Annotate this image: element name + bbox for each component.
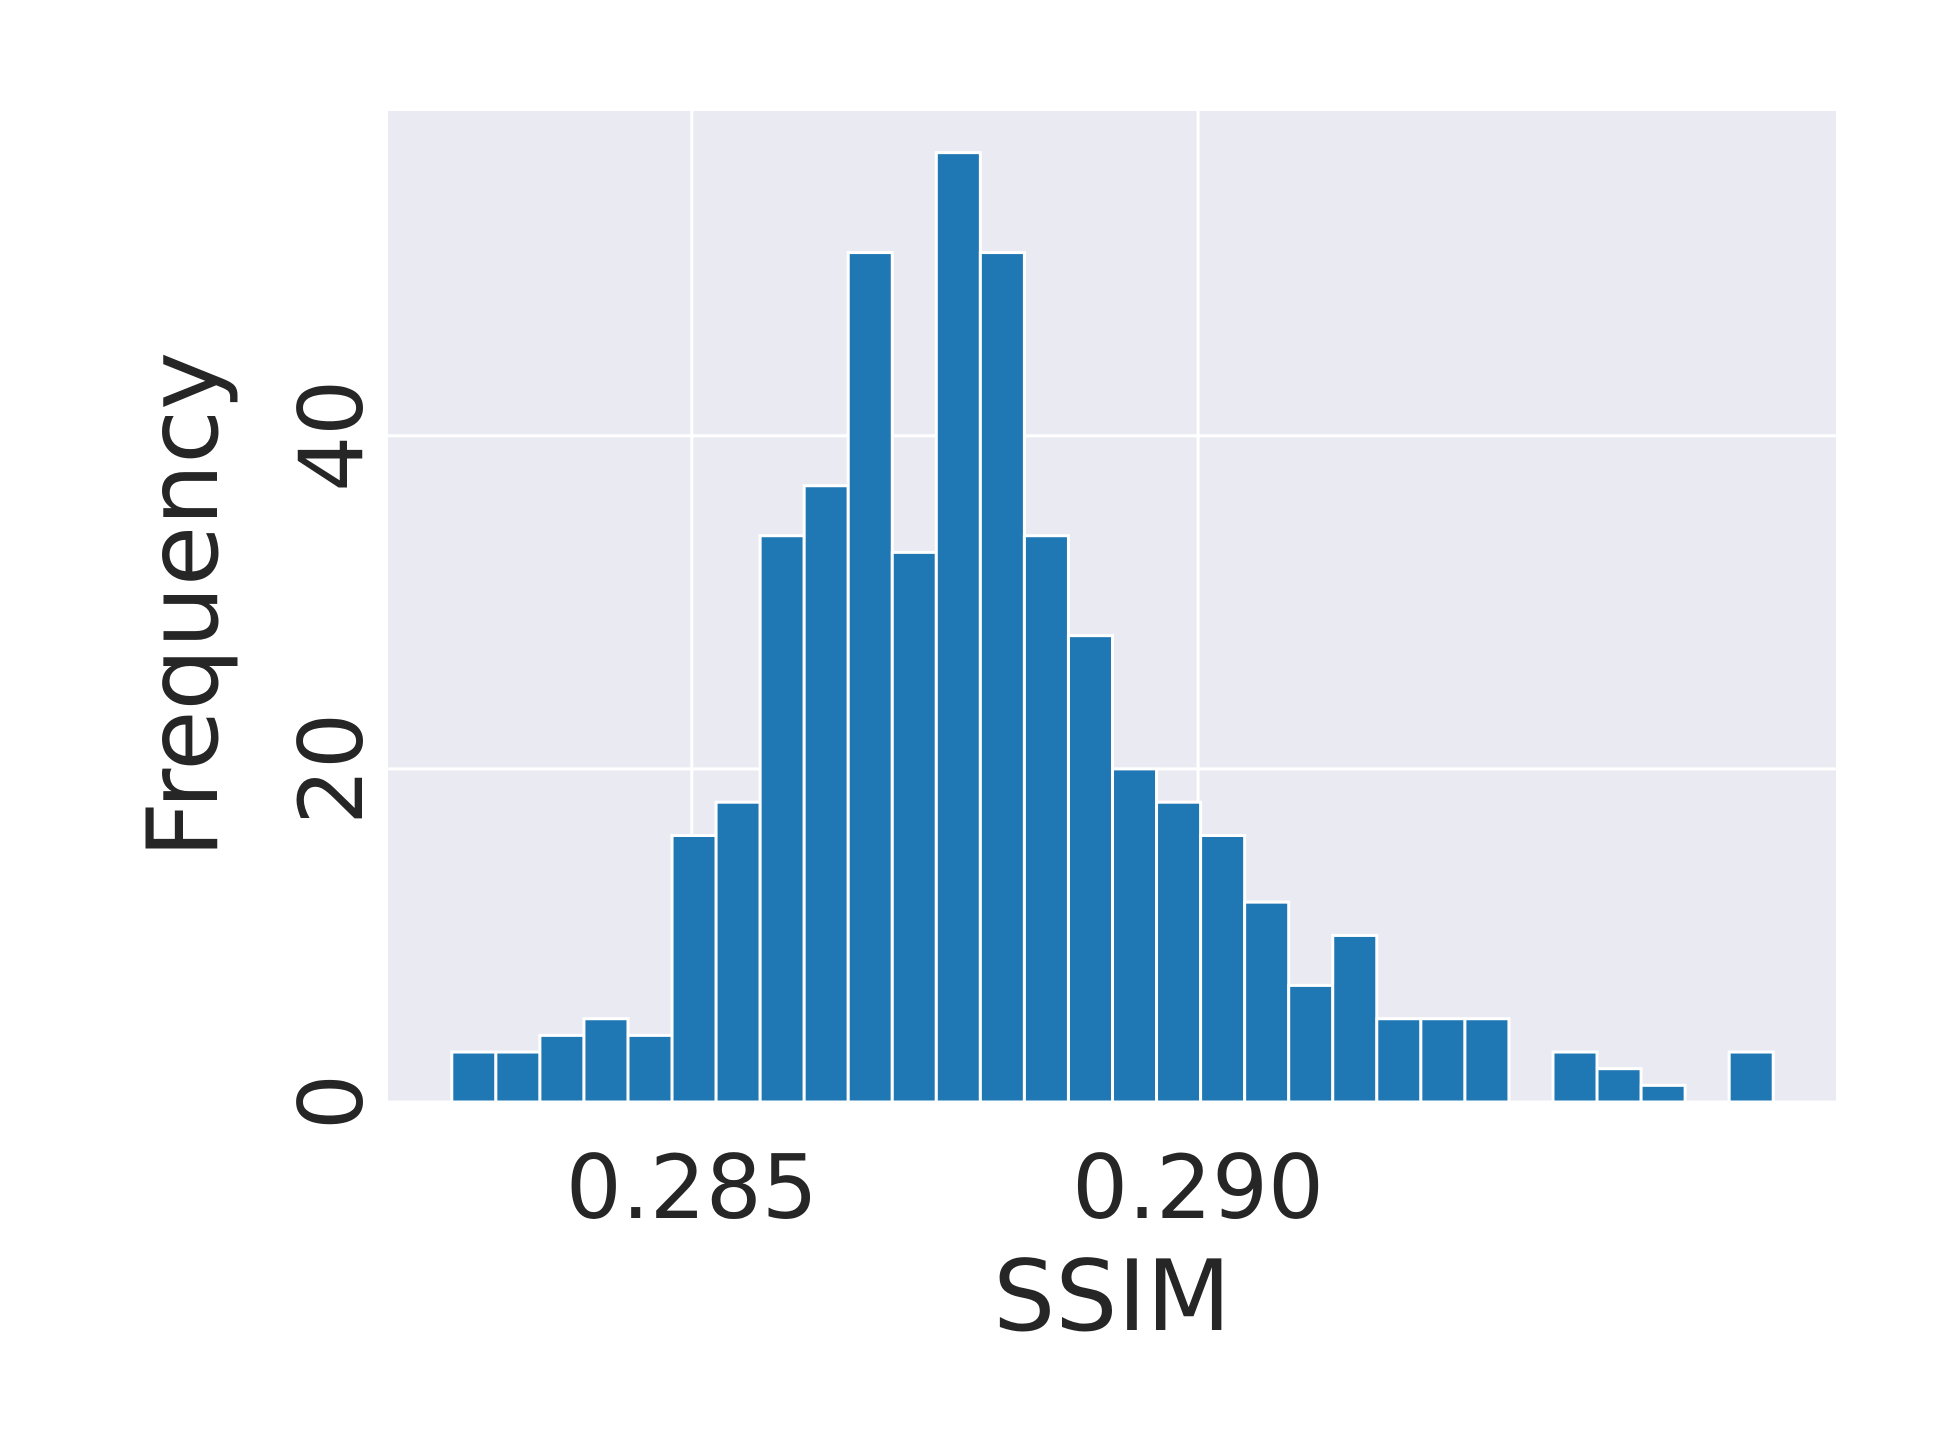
histogram-bar <box>670 834 718 1104</box>
histogram-bar <box>1155 800 1203 1104</box>
histogram-bar <box>1287 983 1335 1104</box>
y-axis-title: Frequency <box>127 352 241 858</box>
histogram-bar <box>714 800 762 1104</box>
histogram-bar <box>1551 1050 1599 1104</box>
y-tick-label: 40 <box>280 380 383 492</box>
histogram-bar <box>1375 1017 1423 1104</box>
histogram-bar <box>538 1033 586 1104</box>
histogram-bar <box>1331 933 1379 1104</box>
x-tick-label: 0.290 <box>1072 1136 1324 1239</box>
histogram-bar <box>1639 1083 1687 1104</box>
histogram-bar <box>1066 634 1115 1104</box>
histogram-bar <box>626 1033 674 1104</box>
histogram-bar <box>1463 1017 1511 1104</box>
histogram-bar <box>1111 767 1159 1104</box>
histogram-bar <box>802 484 850 1104</box>
histogram-bar <box>1022 534 1070 1104</box>
histogram-bar <box>934 151 982 1104</box>
histogram-bar <box>758 534 806 1104</box>
histogram-bar <box>1199 834 1247 1104</box>
x-tick-labels: 0.285 0.290 <box>566 1136 1324 1239</box>
histogram-bar <box>1243 900 1291 1104</box>
histogram-bar <box>890 550 938 1104</box>
histogram-bars <box>450 151 1775 1104</box>
y-tick-labels: 0 20 40 <box>280 380 383 1130</box>
x-tick-label: 0.285 <box>566 1136 818 1239</box>
histogram-bar <box>494 1050 542 1104</box>
histogram-bar <box>978 251 1026 1104</box>
histogram-bar <box>450 1050 498 1104</box>
y-tick-label: 20 <box>280 713 383 825</box>
histogram-bar <box>582 1017 630 1104</box>
histogram-bar <box>1727 1050 1775 1104</box>
histogram-bar <box>846 251 894 1104</box>
x-axis-title: SSIM <box>993 1240 1231 1354</box>
histogram-bar <box>1419 1017 1467 1104</box>
histogram-bar <box>1595 1067 1643 1104</box>
y-tick-label: 0 <box>280 1074 383 1130</box>
